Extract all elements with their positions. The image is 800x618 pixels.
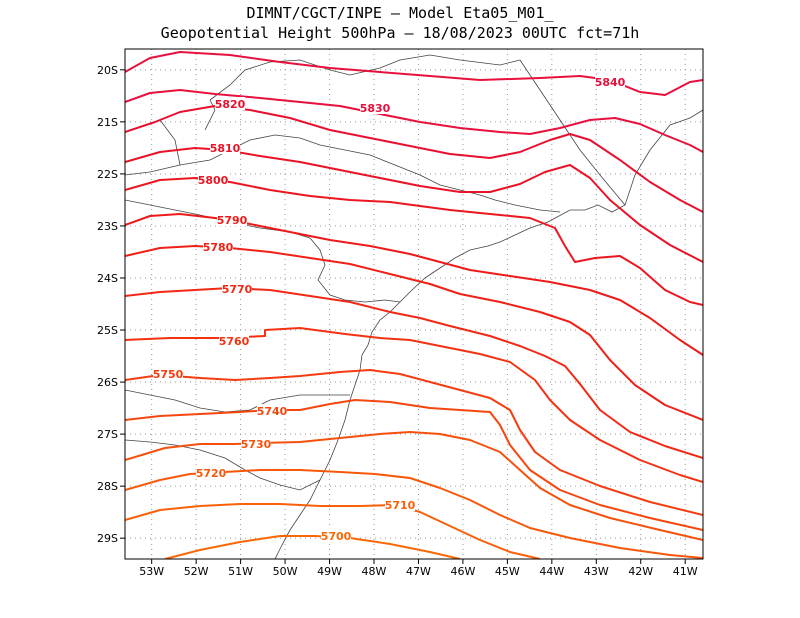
contour-5830	[125, 89, 703, 153]
contour-label-bg	[196, 466, 226, 479]
contour-label-bg	[210, 141, 240, 154]
contour-label-bg	[198, 173, 228, 186]
state-border-mg-rj	[494, 199, 561, 213]
contour-label-bg	[153, 367, 183, 380]
contour-5760	[125, 327, 703, 483]
contour-label-bg	[219, 334, 249, 347]
state-border-ms-west	[159, 119, 181, 166]
contour-label-5720: 5720	[196, 467, 227, 480]
contour-label-5810: 5810	[210, 142, 241, 155]
contour-label-bg	[257, 404, 287, 417]
contour-label-bg	[203, 240, 233, 253]
lon-tick-label: 50W	[273, 565, 298, 578]
graticule-grid	[125, 49, 703, 559]
contour-5710	[125, 503, 541, 559]
contour-labels: 5840 5830 5820 5810 5800 5790 5780 5770 5760 5750…	[153, 75, 626, 543]
state-border-sc-rs	[125, 439, 321, 491]
lat-tick-label: 21S	[97, 116, 118, 129]
title-line-2: Geopotential Height 500hPa – 18/08/2023 …	[160, 24, 640, 42]
contour-5740	[125, 399, 703, 531]
lat-tick-label: 22S	[97, 168, 118, 181]
contour-label-5790: 5790	[217, 214, 248, 227]
state-border-go-ms	[204, 99, 216, 131]
state-border-pr-sc	[125, 389, 350, 413]
lon-tick-label: 43W	[584, 565, 609, 578]
contour-label-5780: 5780	[203, 241, 234, 254]
lon-tick-label: 45W	[495, 565, 520, 578]
contour-5730	[125, 431, 703, 541]
contour-label-bg	[222, 282, 252, 295]
contour-label-bg	[217, 213, 247, 226]
contour-label-bg	[385, 498, 415, 511]
geopotential-contours	[125, 51, 703, 559]
contour-label-bg	[321, 529, 351, 542]
state-border-mg-north	[209, 54, 521, 101]
lon-tick-label: 46W	[450, 565, 475, 578]
lat-tick-label: 26S	[97, 376, 118, 389]
contour-label-5700: 5700	[321, 530, 352, 543]
lat-tick-label: 23S	[97, 220, 118, 233]
contour-label-5760: 5760	[219, 335, 250, 348]
contour-5700	[164, 535, 461, 559]
state-border-mg-sp	[125, 134, 496, 201]
coastline	[274, 109, 703, 559]
lon-tick-label: 44W	[539, 565, 564, 578]
state-border-sp-pr	[309, 237, 401, 303]
lat-tick-label: 24S	[97, 272, 118, 285]
contour-label-5830: 5830	[360, 102, 391, 115]
axes: 53W 52W 51W 50W 49W 48W 47W 46W 45W 44W 43W 42W 41W 2…	[97, 64, 698, 578]
title-line-1: DIMNT/CGCT/INPE – Model Eta05_M01_	[246, 4, 554, 22]
plot-frame	[124, 48, 704, 560]
contour-label-5730: 5730	[241, 438, 272, 451]
lat-tick-label: 28S	[97, 480, 118, 493]
contour-5790	[125, 213, 703, 356]
lat-tick-label: 20S	[97, 64, 118, 77]
contour-5840	[125, 51, 703, 96]
lon-tick-label: 51W	[228, 565, 253, 578]
contour-5800	[125, 177, 703, 306]
contour-label-5820: 5820	[215, 98, 246, 111]
lon-tick-label: 53W	[139, 565, 164, 578]
contour-label-bg	[215, 97, 245, 110]
contour-5780	[125, 245, 703, 421]
lat-tick-label: 27S	[97, 428, 118, 441]
contour-label-bg	[360, 101, 390, 114]
lat-tick-label: 25S	[97, 324, 118, 337]
contour-5750	[125, 369, 703, 516]
contour-label-5800: 5800	[198, 174, 229, 187]
contour-5720	[125, 469, 703, 559]
contour-label-5750: 5750	[153, 368, 184, 381]
lon-tick-label: 47W	[406, 565, 431, 578]
contour-label-5840: 5840	[595, 76, 626, 89]
lon-tick-label: 52W	[184, 565, 209, 578]
contour-label-5740: 5740	[257, 405, 288, 418]
lat-tick-label: 29S	[97, 532, 118, 545]
lon-tick-label: 48W	[362, 565, 387, 578]
contour-label-5770: 5770	[222, 283, 253, 296]
coastline-and-borders	[125, 54, 703, 559]
contour-label-bg	[241, 437, 271, 450]
lon-tick-label: 49W	[317, 565, 342, 578]
lon-tick-label: 42W	[628, 565, 653, 578]
lon-tick-label: 41W	[673, 565, 698, 578]
contour-label-bg	[595, 75, 625, 88]
contour-label-5710: 5710	[385, 499, 416, 512]
